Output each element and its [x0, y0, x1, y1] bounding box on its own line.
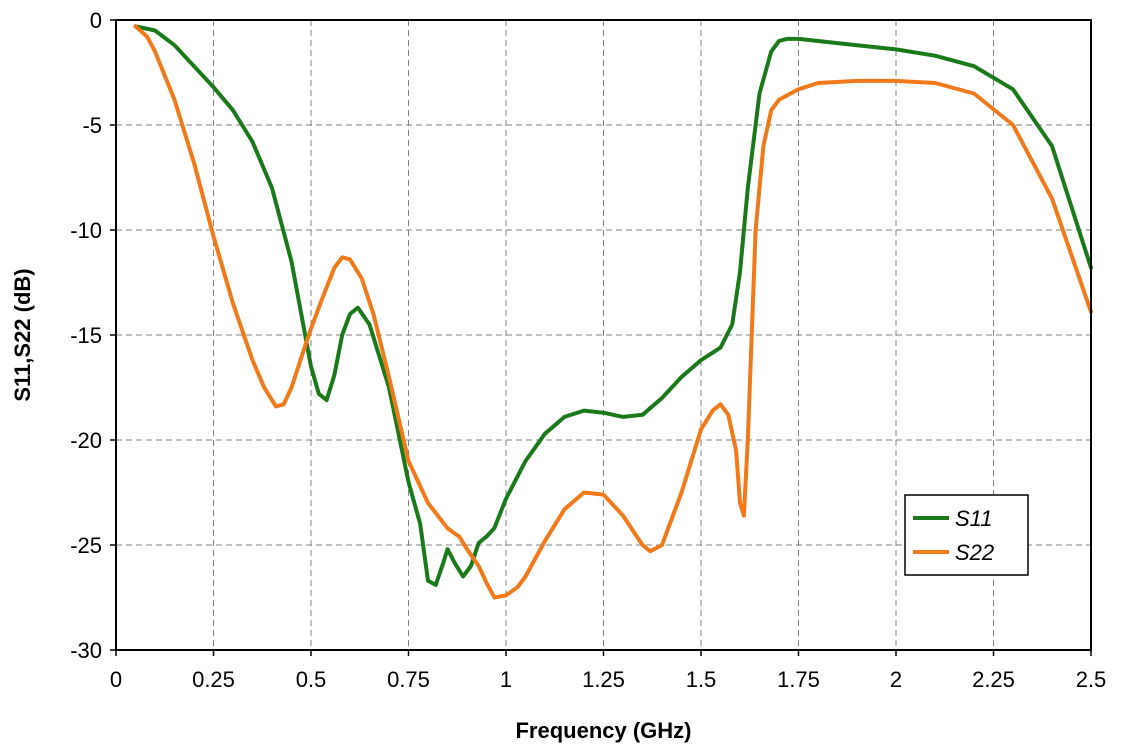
x-axis-title: Frequency (GHz)	[515, 718, 691, 743]
series-line-s22	[133, 24, 1093, 600]
legend-label-s22: S22	[955, 540, 994, 565]
y-axis-title: S11,S22 (dB)	[10, 268, 35, 401]
y-tick-label: -20	[70, 428, 102, 453]
legend-box	[904, 494, 1029, 576]
x-tick-label: 0.25	[192, 667, 235, 692]
y-axis-ticks: 0 -5 -10 -15 -20 -25 -30	[70, 8, 116, 663]
x-tick-label: 1.75	[777, 667, 820, 692]
y-tick-label: -15	[70, 323, 102, 348]
x-tick-label: 2.25	[972, 667, 1015, 692]
y-tick-label: -10	[70, 218, 102, 243]
x-tick-label: 0	[110, 667, 122, 692]
series-layer	[133, 24, 1093, 600]
y-tick-label: -25	[70, 533, 102, 558]
x-tick-label: 2	[890, 667, 902, 692]
x-axis-ticks: 0 0.25 0.5 0.75 1 1.25 1.5 1.75 2 2.25 2.5	[110, 650, 1106, 692]
series-line-s11	[133, 24, 1093, 587]
y-tick-label: -30	[70, 638, 102, 663]
x-tick-label: 1	[500, 667, 512, 692]
x-tick-label: 1.5	[686, 667, 717, 692]
y-tick-label: 0	[90, 8, 102, 33]
x-tick-label: 2.5	[1076, 667, 1107, 692]
legend-label-s11: S11	[955, 506, 993, 531]
x-tick-label: 0.5	[296, 667, 327, 692]
x-tick-label: 1.25	[582, 667, 625, 692]
y-tick-label: -5	[82, 113, 102, 138]
x-tick-label: 0.75	[387, 667, 430, 692]
